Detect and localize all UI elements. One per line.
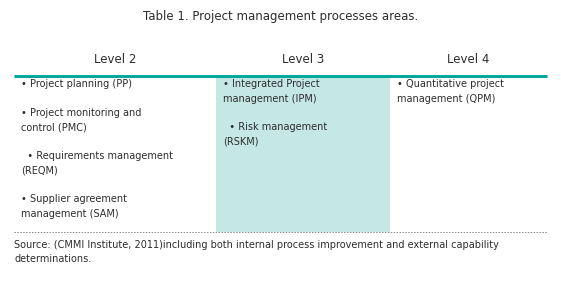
Bar (14, 76, 216, 232)
Bar (14, 44, 216, 76)
Text: Source: (CMMI Institute, 2011)including both internal process improvement and ex: Source: (CMMI Institute, 2011)including … (14, 240, 499, 264)
Bar (390, 44, 547, 76)
Text: Level 3: Level 3 (282, 53, 324, 66)
Text: • Quantitative project
management (QPM): • Quantitative project management (QPM) (397, 79, 504, 104)
Text: Level 4: Level 4 (447, 53, 490, 66)
Text: Level 2: Level 2 (94, 53, 136, 66)
Bar (390, 76, 547, 232)
Text: • Project planning (PP)

• Project monitoring and
control (PMC)

  • Requirement: • Project planning (PP) • Project monito… (21, 79, 173, 219)
Text: Table 1. Project management processes areas.: Table 1. Project management processes ar… (143, 10, 418, 23)
Bar (216, 76, 390, 232)
Bar (216, 44, 390, 76)
Text: • Integrated Project
management (IPM)

  • Risk management
(RSKM): • Integrated Project management (IPM) • … (223, 79, 328, 147)
